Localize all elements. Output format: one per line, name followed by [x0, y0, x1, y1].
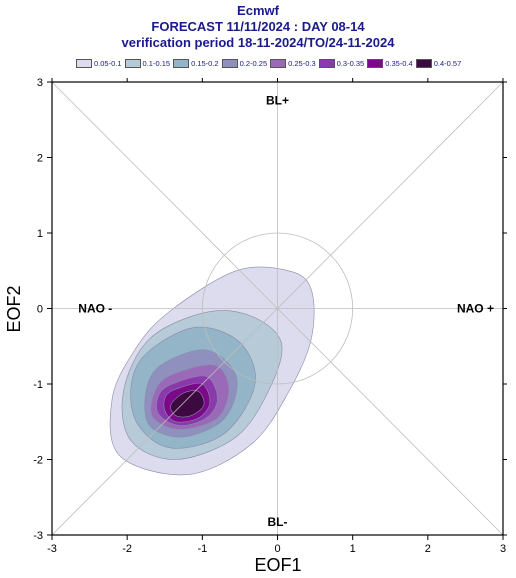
legend-swatch [124, 59, 141, 68]
chart-subtitle-period: verification period 18-11-2024/TO/24-11-… [121, 35, 395, 50]
regime-label-bl-minus: BL- [268, 515, 288, 529]
legend-item: 0.3-0.35 [318, 57, 365, 70]
density-contour [170, 390, 205, 418]
legend-swatch [415, 59, 432, 68]
legend-item: 0.2-0.25 [221, 57, 268, 70]
legend: 0.05-0.1 0.1-0.15 0.15-0.2 0.2-0.25 0.25-0.3… [76, 57, 464, 70]
chart-title: Ecmwf [237, 3, 279, 18]
y-tick-label: -1 [33, 379, 43, 391]
y-tick-label: 1 [37, 228, 43, 240]
legend-item: 0.4-0.57 [415, 57, 462, 70]
legend-item: 0.35-0.4 [367, 57, 413, 70]
x-tick-label: -1 [197, 543, 207, 555]
y-tick-label: 0 [37, 304, 43, 316]
legend-swatch [367, 59, 384, 68]
y-tick-label: 2 [37, 153, 43, 165]
y-tick-label: -2 [33, 455, 43, 467]
legend-label: 0.15-0.2 [191, 59, 219, 68]
legend-swatch [318, 59, 335, 68]
legend-label: 0.05-0.1 [94, 59, 122, 68]
legend-swatch [173, 59, 190, 68]
regime-labels: BL+ BL- NAO - NAO + [78, 94, 494, 529]
x-tick-label: 0 [274, 543, 280, 555]
legend-swatch [221, 59, 238, 68]
legend-item: 0.1-0.15 [124, 57, 171, 70]
legend-label: 0.25-0.3 [288, 59, 316, 68]
legend-swatch [270, 59, 287, 68]
x-tick-label: 2 [425, 543, 431, 555]
legend-label: 0.2-0.25 [239, 59, 268, 68]
legend-item: 0.25-0.3 [270, 57, 316, 70]
x-tick-label: -2 [122, 543, 132, 555]
axis-ticks: -3 -2 -1 0 1 2 3 -3 -2 -1 0 1 2 3 [33, 77, 507, 555]
regime-label-nao-minus: NAO - [78, 301, 112, 315]
y-tick-label: 3 [37, 77, 43, 89]
guide-lines [51, 81, 504, 536]
y-axis-label: EOF2 [4, 285, 24, 332]
legend-label: 0.35-0.4 [385, 59, 413, 68]
legend-item: 0.15-0.2 [173, 57, 219, 70]
x-tick-label: -3 [47, 543, 57, 555]
density-contours [109, 266, 315, 476]
legend-label: 0.3-0.35 [336, 59, 365, 68]
reference-circle [201, 232, 354, 385]
regime-label-bl-plus: BL+ [266, 94, 289, 108]
y-tick-label: -3 [33, 530, 43, 542]
legend-label: 0.1-0.15 [142, 59, 171, 68]
legend-swatch [76, 59, 92, 68]
legend-label: 0.4-0.57 [433, 59, 462, 68]
chart-subtitle: FORECAST 11/11/2024 : DAY 08-14 [151, 19, 365, 34]
x-tick-label: 3 [500, 543, 506, 555]
regime-label-nao-plus: NAO + [457, 301, 494, 315]
x-axis-label: EOF1 [254, 555, 301, 575]
x-tick-label: 1 [350, 543, 356, 555]
legend-item: 0.05-0.1 [76, 57, 122, 70]
